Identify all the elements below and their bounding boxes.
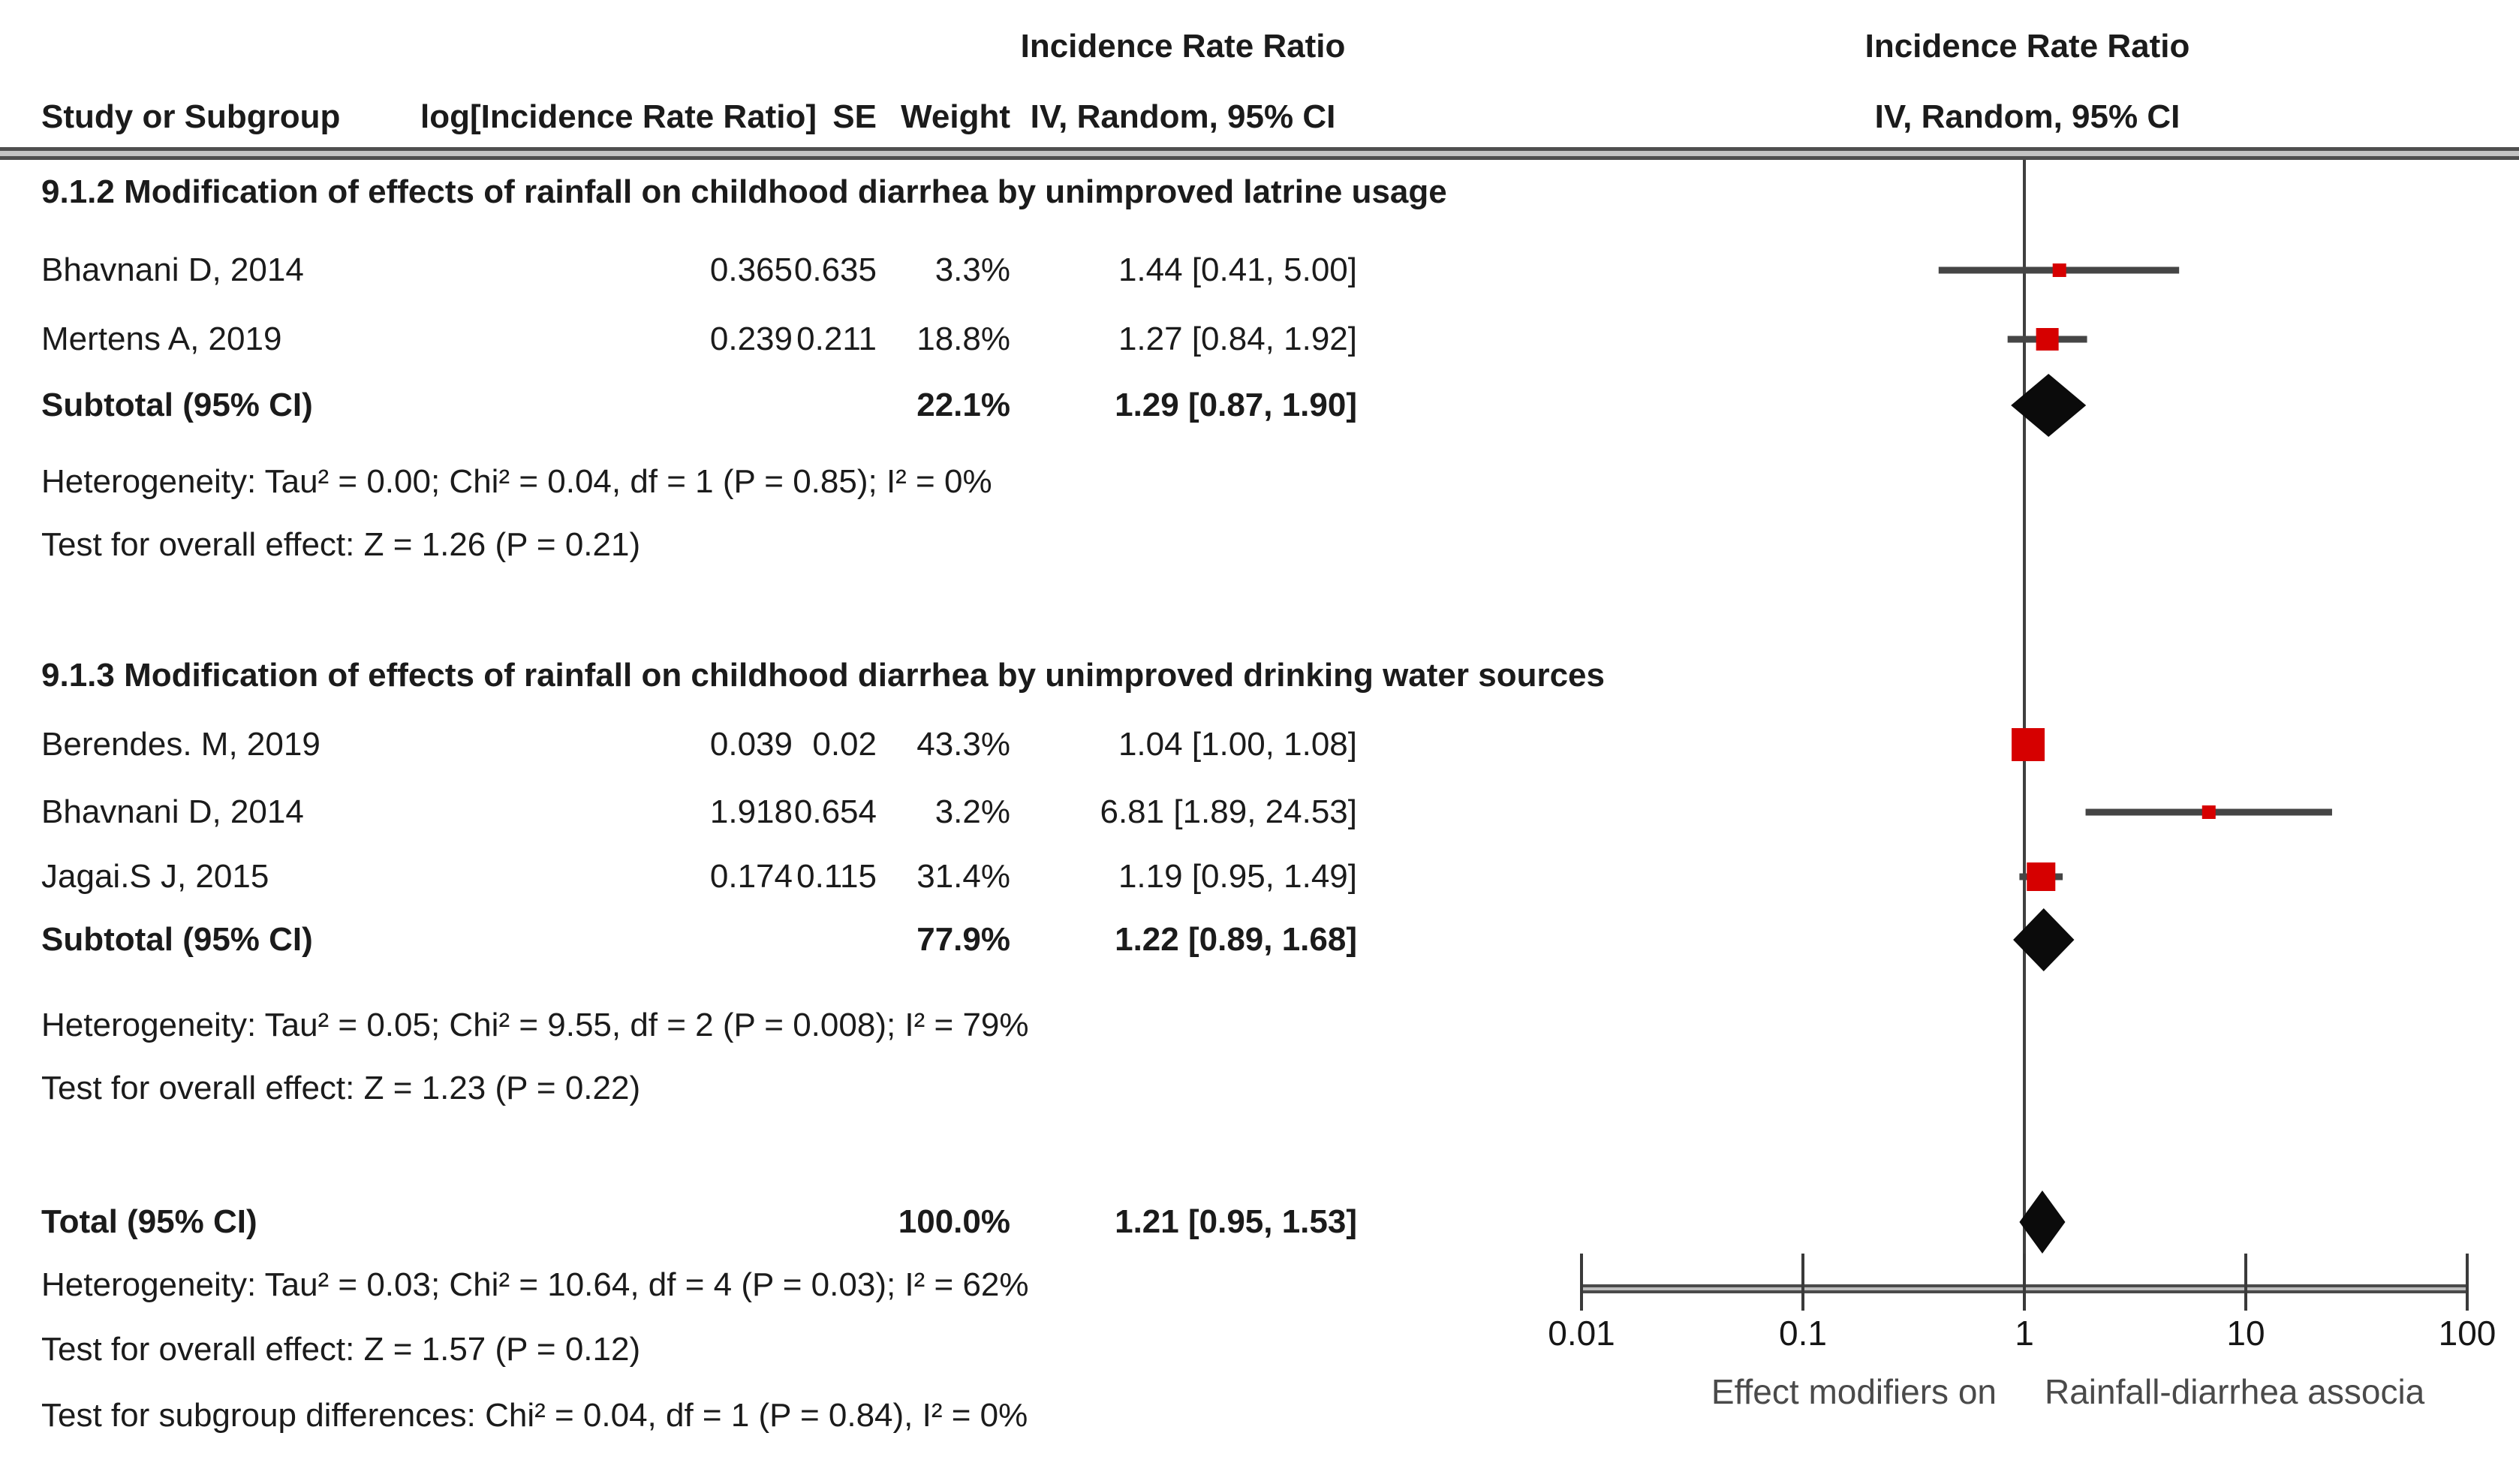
se-value: 0.02 xyxy=(812,726,877,763)
column-header-se: SE xyxy=(832,98,877,135)
effect-square xyxy=(2036,328,2059,351)
study-name: Jagai.S J, 2015 xyxy=(41,858,269,895)
subgroup-differences-note: Test for subgroup differences: Chi² = 0.… xyxy=(41,1397,1028,1434)
axis-tick-label: 0.1 xyxy=(1779,1314,1827,1353)
study-name: Berendes. M, 2019 xyxy=(41,726,321,763)
heterogeneity-note: Heterogeneity: Tau² = 0.05; Chi² = 9.55,… xyxy=(41,1007,1029,1043)
null-effect-line xyxy=(2023,160,2026,1289)
total-label: Total (95% CI) xyxy=(41,1203,257,1240)
pooled-diamond xyxy=(2019,1191,2066,1254)
study-name: Mertens A, 2019 xyxy=(41,321,282,357)
axis-tick-label: 1 xyxy=(2015,1314,2034,1353)
se-value: 0.115 xyxy=(796,858,877,895)
total-ci: 1.21 [0.95, 1.53] xyxy=(1115,1203,1357,1240)
subtotal-weight: 22.1% xyxy=(916,387,1010,423)
axis-label-left: Effect modifiers on xyxy=(1711,1372,1997,1411)
weight-value: 3.2% xyxy=(934,793,1010,830)
log-irr-value: 0.174 xyxy=(709,858,793,895)
axis-tick-label: 10 xyxy=(2226,1314,2265,1353)
subtotal-ci: 1.22 [0.89, 1.68] xyxy=(1115,921,1357,958)
subtotal-weight: 77.9% xyxy=(916,921,1010,958)
header-divider-line xyxy=(0,156,2519,160)
weight-value: 31.4% xyxy=(916,858,1010,895)
effect-square xyxy=(2201,805,2216,819)
heterogeneity-note: Heterogeneity: Tau² = 0.03; Chi² = 10.64… xyxy=(41,1266,1029,1303)
axis-label-right: Rainfall-diarrhea associa xyxy=(2045,1372,2425,1411)
effect-column-subtitle: IV, Random, 95% CI xyxy=(1030,98,1336,135)
column-header-study: Study or Subgroup xyxy=(41,98,341,135)
subgroup-title: 9.1.2 Modification of effects of rainfal… xyxy=(41,173,1447,210)
se-value: 0.654 xyxy=(793,793,877,830)
pooled-diamond xyxy=(2011,374,2087,437)
weight-value: 3.3% xyxy=(934,251,1010,288)
subtotal-ci: 1.29 [0.87, 1.90] xyxy=(1115,387,1357,423)
column-header-weight: Weight xyxy=(901,98,1010,135)
subgroup-title: 9.1.3 Modification of effects of rainfal… xyxy=(41,657,1605,694)
weight-value: 43.3% xyxy=(916,726,1010,763)
header-divider-line xyxy=(0,147,2519,151)
column-header-log: log[Incidence Rate Ratio] xyxy=(420,98,817,135)
pooled-diamond xyxy=(2013,908,2075,971)
subtotal-label: Subtotal (95% CI) xyxy=(41,921,313,958)
overall-effect-note: Test for overall effect: Z = 1.23 (P = 0… xyxy=(41,1070,641,1106)
ci-value: 1.19 [0.95, 1.49] xyxy=(1118,858,1357,895)
plot-column-title: Incidence Rate Ratio xyxy=(1864,28,2190,65)
axis-tick-label: 0.01 xyxy=(1548,1314,1615,1353)
plot-column-subtitle: IV, Random, 95% CI xyxy=(1874,98,2180,135)
effect-square xyxy=(2012,728,2045,761)
ci-value: 1.04 [1.00, 1.08] xyxy=(1118,726,1357,763)
effect-square xyxy=(2052,263,2066,277)
log-irr-value: 0.039 xyxy=(709,726,793,763)
log-irr-value: 0.365 xyxy=(709,251,793,288)
effect-column-title: Incidence Rate Ratio xyxy=(1020,28,1346,65)
log-irr-value: 0.239 xyxy=(709,321,793,357)
ci-value: 1.27 [0.84, 1.92] xyxy=(1118,321,1357,357)
ci-value: 6.81 [1.89, 24.53] xyxy=(1100,793,1357,830)
log-irr-value: 1.918 xyxy=(709,793,793,830)
study-name: Bhavnani D, 2014 xyxy=(41,251,304,288)
overall-effect-note: Test for overall effect: Z = 1.26 (P = 0… xyxy=(41,526,641,563)
heterogeneity-note: Heterogeneity: Tau² = 0.00; Chi² = 0.04,… xyxy=(41,463,992,500)
overall-effect-note: Test for overall effect: Z = 1.57 (P = 0… xyxy=(41,1331,641,1368)
se-value: 0.635 xyxy=(793,251,877,288)
effect-square xyxy=(2027,862,2056,891)
weight-value: 18.8% xyxy=(916,321,1010,357)
subtotal-label: Subtotal (95% CI) xyxy=(41,387,313,423)
axis-tick-label: 100 xyxy=(2439,1314,2496,1353)
se-value: 0.211 xyxy=(796,321,877,357)
header-divider-line xyxy=(0,151,2519,156)
ci-value: 1.44 [0.41, 5.00] xyxy=(1118,251,1357,288)
study-name: Bhavnani D, 2014 xyxy=(41,793,304,830)
total-weight: 100.0% xyxy=(898,1203,1010,1240)
